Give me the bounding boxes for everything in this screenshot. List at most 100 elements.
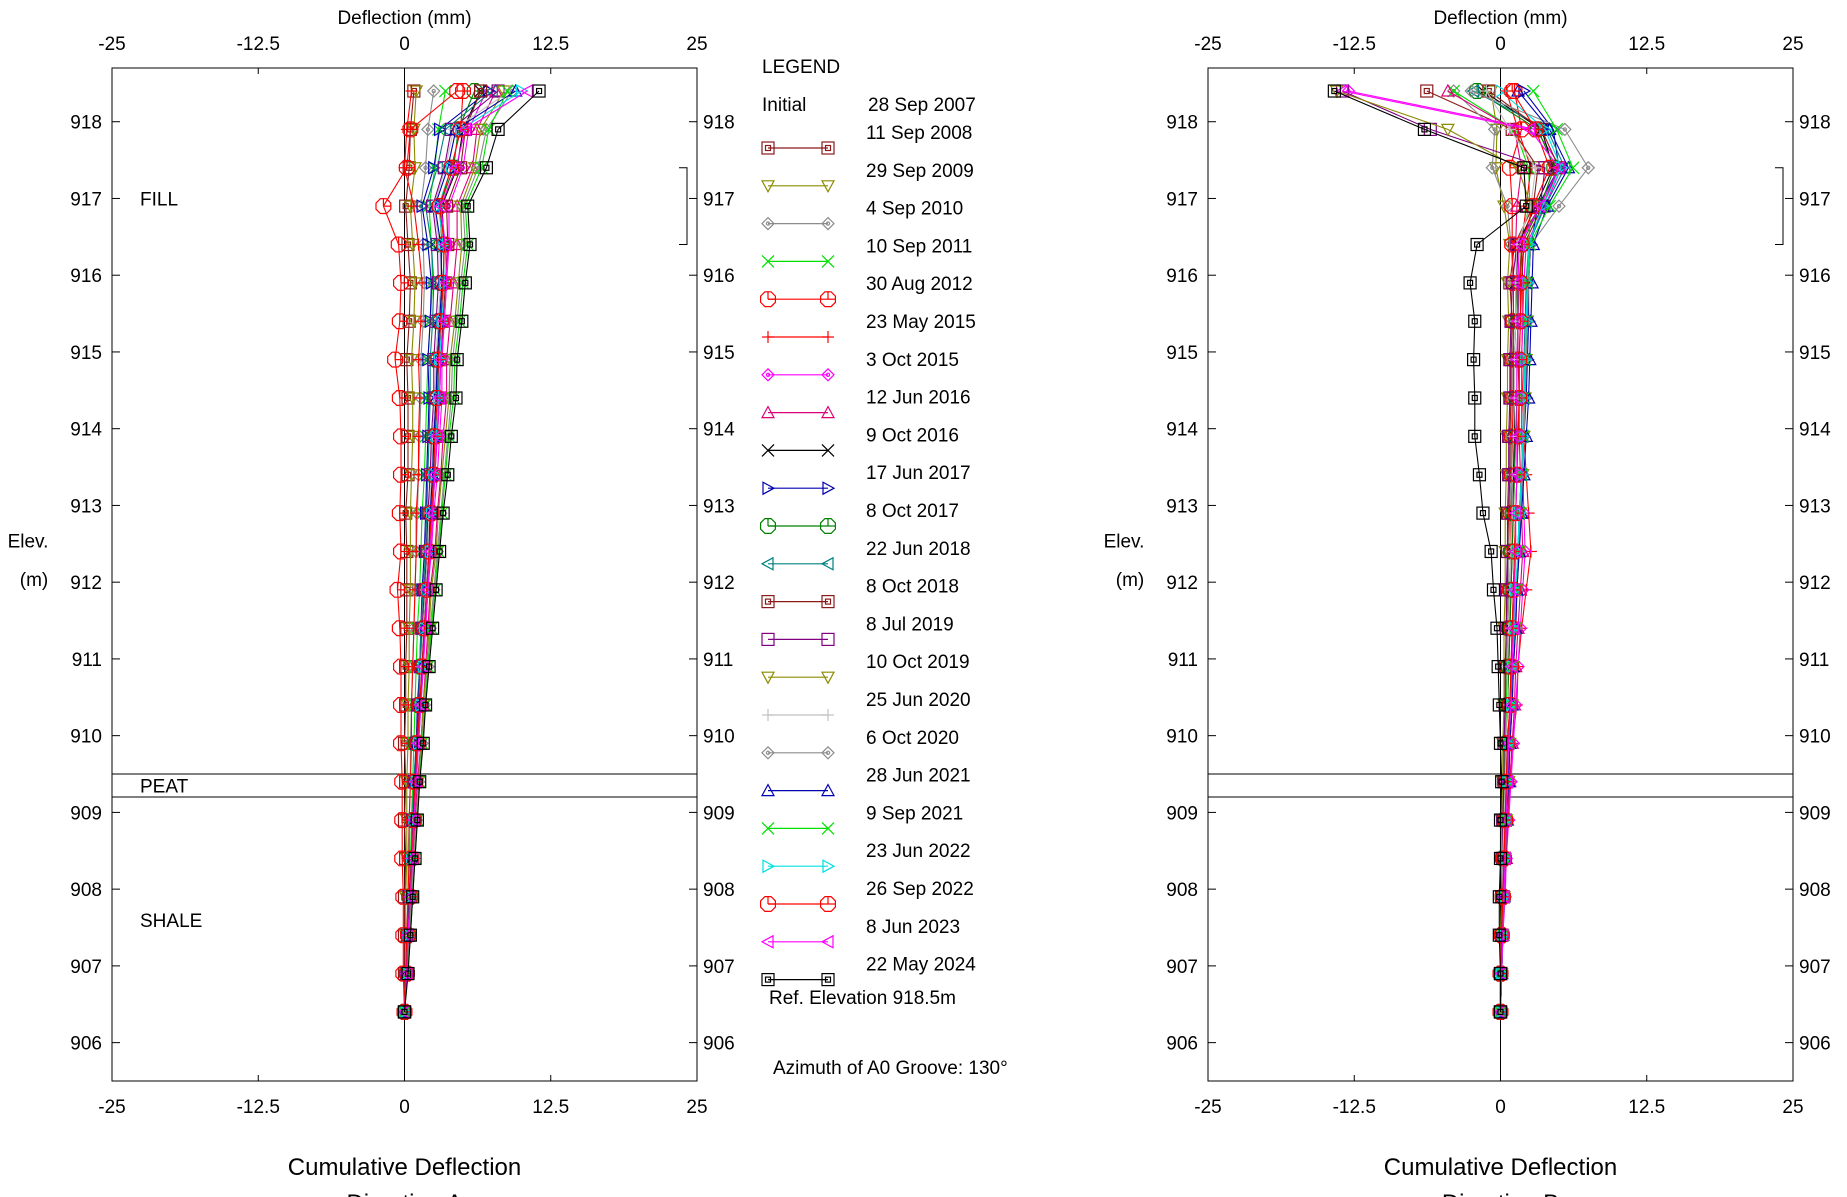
x-tick-label-bottom: 12.5 (532, 1097, 569, 1118)
data-point (1508, 506, 1522, 521)
data-point (1509, 390, 1523, 406)
legend: LEGEND Initial 28 Sep 2007 11 Sep 2008 29… (759, 57, 1008, 1079)
y-tick-label-right: 908 (703, 880, 735, 901)
data-point (491, 122, 505, 136)
legend-entry-label: 9 Sep 2021 (866, 803, 963, 824)
data-point (1550, 122, 1564, 136)
y-tick-label-right: 918 (703, 113, 735, 134)
legend-marker (761, 821, 775, 835)
legend-entry: 17 Jun 2017 (762, 463, 971, 496)
x-tick-label-top: 0 (1495, 34, 1506, 55)
layer-label-peat: PEAT (140, 777, 189, 798)
legend-entry-label: 10 Oct 2019 (866, 652, 970, 673)
legend-entry-label: 26 Sep 2022 (866, 879, 974, 900)
data-point (1529, 161, 1542, 174)
legend-marker (821, 821, 835, 835)
legend-marker (820, 934, 834, 949)
y-tick-label-right: 915 (1799, 343, 1831, 364)
data-point (450, 353, 464, 367)
y-tick-label-right: 913 (1799, 496, 1831, 517)
legend-marker (821, 216, 835, 231)
data-point (410, 813, 424, 827)
legend-entry: 8 Jun 2023 (760, 917, 960, 949)
legend-marker (762, 331, 774, 343)
data-point (1497, 851, 1511, 866)
legend-marker (761, 141, 775, 155)
data-point (1514, 160, 1529, 174)
legend-marker (760, 783, 776, 797)
data-point (432, 199, 446, 214)
legend-entry-label: 22 Jun 2018 (866, 539, 971, 560)
legend-entry: 9 Sep 2021 (761, 803, 963, 835)
x-tick-label-bottom: 25 (686, 1097, 707, 1118)
y-tick-label-right: 912 (1799, 573, 1831, 594)
data-point (1463, 276, 1477, 290)
data-point (1506, 621, 1519, 636)
legend-marker (821, 972, 835, 987)
legend-entry-label: 8 Jul 2019 (866, 614, 954, 635)
legend-entry-label: 25 Jun 2020 (866, 690, 971, 711)
data-point (1485, 160, 1500, 175)
y-tick-label-right: 914 (703, 420, 735, 441)
legend-marker (821, 632, 835, 647)
x-tick-label-bottom: -25 (1194, 1097, 1221, 1118)
series-line (403, 90, 540, 1012)
data-point (1512, 544, 1526, 559)
data-point (1468, 314, 1482, 328)
legend-marker (761, 254, 775, 268)
data-point (1510, 314, 1524, 329)
data-point (520, 84, 533, 99)
legend-marker (821, 141, 835, 155)
x-tick-label-top: -12.5 (1333, 34, 1376, 55)
data-point (1551, 160, 1565, 175)
legend-marker (761, 972, 775, 987)
y-tick-label-left: 910 (70, 727, 102, 748)
legend-marker (762, 481, 776, 496)
data-point (391, 620, 408, 637)
y-tick-label-right: 916 (703, 266, 735, 287)
legend-entry: 30 Aug 2012 (759, 274, 973, 308)
x-tick-label-bottom: -12.5 (1333, 1097, 1376, 1118)
legend-entry: 22 May 2024 (761, 955, 976, 987)
data-point (406, 890, 420, 904)
y-tick-label-right: 917 (703, 189, 735, 210)
legend-entry: 29 Sep 2009 (760, 161, 974, 194)
data-point (1507, 582, 1521, 597)
data-point (426, 84, 441, 98)
legend-entry-label: 9 Oct 2016 (866, 425, 959, 446)
data-point (413, 775, 427, 789)
legend-entry-label: 6 Oct 2020 (866, 728, 959, 749)
legend-marker (820, 783, 836, 797)
legend-entry: 4 Sep 2010 (761, 199, 963, 231)
y-tick-label-right: 908 (1799, 880, 1831, 901)
data-point (430, 429, 443, 444)
data-point (1476, 506, 1490, 520)
data-point (405, 85, 418, 98)
x-tick-label-bottom: 12.5 (1628, 1097, 1665, 1118)
chart-subtitle: Direction A (346, 1190, 462, 1197)
data-point (473, 84, 488, 98)
data-point (439, 84, 452, 98)
data-point (436, 506, 450, 520)
y-tick-label-left: 911 (1168, 650, 1198, 671)
data-point (387, 351, 404, 368)
data-point (449, 391, 463, 405)
data-point (444, 429, 458, 443)
data-point (1493, 851, 1508, 866)
legend-marker (761, 443, 775, 457)
y-tick-label-left: 912 (1166, 573, 1198, 594)
legend-initial-date: 28 Sep 2007 (868, 95, 976, 116)
zone-bracket (1775, 167, 1784, 246)
data-point (1486, 583, 1501, 597)
data-point (422, 237, 436, 252)
legend-marker (760, 671, 776, 685)
y-tick-label-left: 914 (70, 420, 102, 441)
legend-marker (762, 859, 776, 874)
data-point (1558, 122, 1572, 137)
legend-marker (762, 709, 774, 721)
legend-marker (761, 632, 775, 647)
series-22-may-2024 (397, 84, 546, 1019)
data-point (470, 122, 485, 135)
y-tick-label-left: 916 (1166, 266, 1198, 287)
data-point (1566, 161, 1580, 175)
